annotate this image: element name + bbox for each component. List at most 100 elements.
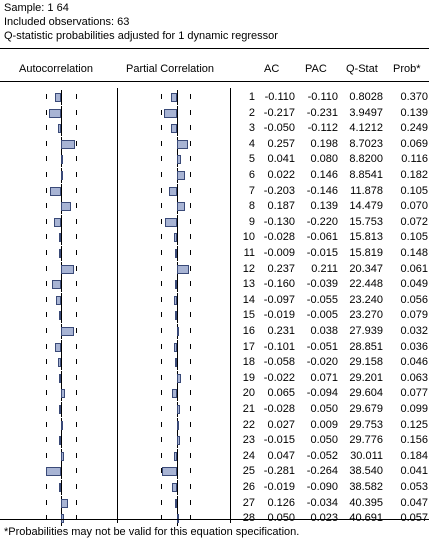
ac-cell: -0.130 [263, 215, 295, 228]
prob-cell: 0.099 [400, 403, 428, 415]
pac-cell: 0.211 [311, 262, 338, 275]
confidence-band-tick [161, 94, 162, 99]
ac-cell: -0.028 [263, 231, 295, 244]
ac-cell: -0.019 [263, 309, 295, 322]
pacf-bar [177, 514, 179, 524]
acf-bar [52, 280, 61, 290]
acf-bar [59, 311, 61, 321]
confidence-band-tick [190, 312, 191, 318]
lag-cell: 1 [248, 91, 255, 103]
ac-cell: -0.019 [263, 481, 295, 493]
confidence-band-tick [76, 187, 77, 193]
qstat-cell: 22.448 [349, 278, 383, 291]
confidence-band-tick [190, 234, 191, 240]
acf-bar [49, 186, 61, 196]
confidence-band-tick [161, 484, 162, 489]
pacf-bar [162, 467, 177, 477]
confidence-band-tick [46, 484, 47, 489]
confidence-band-tick [190, 296, 191, 302]
confidence-band-tick [190, 156, 191, 162]
ac-cell: 0.257 [267, 137, 295, 150]
confidence-band-tick [190, 281, 191, 287]
ac-cell: -0.058 [263, 356, 295, 369]
qstat-cell: 28.851 [349, 340, 383, 353]
ac-cell: -0.101 [263, 340, 295, 353]
acf-bar [49, 108, 61, 118]
prob-cell: 0.057 [385, 511, 428, 525]
acf-zero-axis [61, 230, 62, 246]
confidence-band-tick [190, 484, 191, 489]
pac-cell: -0.220 [306, 215, 338, 228]
qstat-cell: 4.1212 [349, 122, 383, 135]
pacf-zero-axis [177, 480, 178, 495]
prob-cell: 0.041 [400, 465, 428, 478]
confidence-band-tick [76, 125, 77, 131]
qstat-cell: 15.753 [349, 215, 383, 228]
qstat-cell: 0.8028 [349, 91, 383, 103]
pacf-zero-axis [177, 386, 178, 402]
pac-cell: 0.080 [310, 153, 338, 166]
acf-zero-axis [61, 121, 62, 137]
acf-bar [61, 514, 64, 524]
acf-bar [61, 155, 64, 165]
prob-cell: 0.182 [400, 169, 428, 181]
pacf-bar [173, 233, 177, 243]
confidence-band-tick [46, 515, 47, 521]
acf-bar [58, 124, 61, 134]
confidence-band-tick [76, 390, 77, 396]
prob-cell: 0.156 [400, 434, 428, 447]
pac-cell: -0.034 [306, 496, 338, 509]
pac-cell: -0.051 [306, 340, 338, 353]
confidence-band-tick [161, 328, 162, 333]
confidence-band-tick [161, 109, 162, 115]
ac-cell: 0.231 [267, 325, 295, 337]
acf-zero-axis [61, 402, 62, 417]
observations-line: Included observations: 63 [4, 16, 130, 28]
pac-cell: -0.264 [306, 465, 338, 478]
confidence-band-tick [46, 296, 47, 302]
pacf-zero-axis [177, 448, 178, 464]
lag-cell: 16 [242, 325, 255, 337]
confidence-band-tick [76, 406, 77, 411]
pacf-bar [177, 202, 185, 212]
pac-cell: -0.231 [306, 106, 338, 119]
confidence-band-tick [161, 390, 162, 396]
col-autocorrelation-header: Autocorrelation [19, 63, 93, 75]
confidence-band-tick [46, 437, 47, 443]
confidence-band-tick [190, 452, 191, 458]
pac-cell: 0.146 [310, 169, 338, 181]
pacf-zero-axis [177, 292, 178, 308]
acf-zero-axis [61, 246, 62, 261]
acf-bar [61, 420, 63, 430]
acf-zero-axis [61, 464, 62, 480]
pacf-bar [170, 93, 177, 102]
lag-cell: 17 [242, 340, 255, 353]
prob-cell: 0.056 [400, 293, 428, 306]
pac-cell: -0.015 [306, 247, 338, 259]
acf-bar [53, 217, 61, 227]
lag-cell: 28 [228, 511, 255, 525]
lag-cell: 11 [243, 247, 255, 259]
prob-cell: 0.070 [400, 200, 428, 213]
confidence-band-tick [190, 203, 191, 209]
confidence-band-tick [46, 359, 47, 365]
ac-cell: -0.160 [263, 278, 295, 291]
pacf-zero-axis [177, 355, 178, 371]
qstat-cell: 29.201 [349, 371, 383, 384]
confidence-band-tick [190, 406, 191, 411]
confidence-band-tick [190, 359, 191, 365]
sample-line: Sample: 1 64 [4, 2, 69, 14]
lag-cell: 22 [242, 418, 255, 431]
qstat-cell: 15.813 [349, 231, 383, 244]
acf-bar [57, 358, 61, 368]
pacf-bar [177, 139, 188, 149]
ac-cell: -0.022 [263, 371, 295, 384]
acf-panel-divider [117, 88, 118, 523]
pacf-zero-axis [177, 339, 178, 355]
confidence-band-tick [161, 437, 162, 443]
qstat-cell: 14.479 [349, 200, 383, 213]
confidence-band-tick [46, 94, 47, 99]
pacf-bar [174, 451, 177, 461]
pacf-bar [174, 280, 177, 290]
acf-zero-axis [61, 183, 62, 199]
